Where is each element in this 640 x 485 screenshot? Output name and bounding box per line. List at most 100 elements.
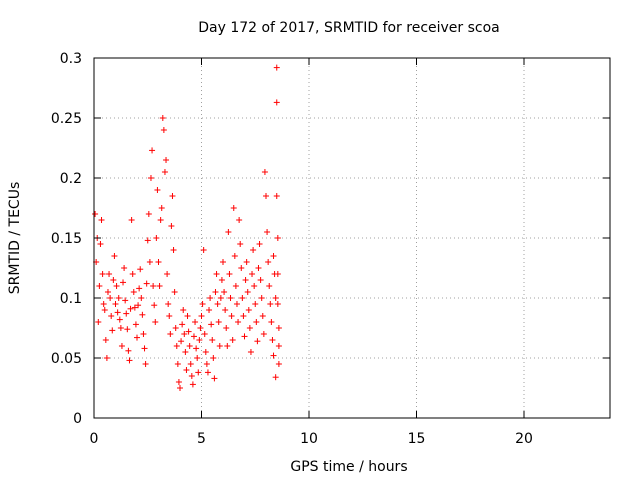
data-point: [273, 64, 280, 71]
data-point: [128, 217, 135, 223]
y-tick-label: 0.1: [60, 291, 82, 307]
data-point: [261, 169, 268, 175]
data-point: [210, 355, 217, 361]
data-point: [129, 271, 136, 277]
data-point: [245, 307, 252, 313]
data-point: [212, 289, 219, 295]
data-point: [139, 311, 146, 318]
data-point: [242, 277, 249, 283]
data-point: [267, 301, 274, 307]
x-tick-label: 5: [197, 431, 206, 447]
data-point: [225, 229, 232, 235]
data-point: [161, 169, 168, 175]
data-point: [252, 301, 259, 307]
data-point: [214, 301, 221, 307]
ticks: 0 5 10 15 20 0 0.05 0.1 0.15 0.2 0.25 0.3: [51, 51, 610, 447]
data-point: [274, 271, 281, 277]
data-point: [144, 237, 151, 244]
x-axis-label: GPS time / hours: [290, 459, 407, 475]
data-point: [204, 369, 211, 376]
data-point: [189, 381, 196, 388]
data-point: [155, 259, 162, 265]
data-point: [216, 343, 223, 349]
x-tick-label: 10: [300, 431, 318, 447]
data-point: [138, 295, 145, 301]
data-point: [120, 279, 127, 286]
data-point: [135, 302, 142, 309]
data-point: [122, 297, 129, 304]
axes: [93, 57, 611, 419]
data-point: [208, 321, 215, 328]
data-point: [213, 271, 220, 277]
y-tick-label: 0.05: [51, 351, 82, 367]
data-point: [123, 310, 130, 317]
data-point: [197, 325, 204, 331]
data-point: [145, 211, 152, 217]
data-point: [239, 295, 246, 301]
x-tick-label: 20: [515, 431, 533, 447]
data-point: [235, 319, 242, 325]
grid-lines: [94, 58, 610, 418]
data-point: [209, 337, 216, 343]
data-point: [260, 331, 267, 337]
data-point: [273, 99, 280, 106]
data-point: [182, 349, 189, 355]
data-points: [92, 64, 282, 391]
data-point: [229, 337, 236, 343]
data-point: [247, 349, 254, 355]
data-point: [188, 373, 195, 379]
data-point: [113, 283, 120, 289]
data-point: [110, 277, 117, 283]
data-point: [181, 331, 188, 337]
data-point: [154, 187, 161, 193]
data-point: [227, 295, 234, 301]
data-point: [199, 301, 206, 307]
data-point: [274, 235, 281, 241]
data-point: [166, 313, 173, 319]
data-point: [156, 283, 163, 289]
data-point: [124, 326, 131, 333]
data-point: [151, 302, 158, 309]
data-point: [215, 319, 222, 325]
data-point: [190, 333, 197, 340]
data-point: [230, 205, 237, 211]
data-point: [269, 337, 276, 343]
data-point: [238, 265, 245, 271]
data-point: [226, 271, 233, 277]
data-point: [236, 217, 243, 223]
data-point: [237, 241, 244, 247]
data-point: [206, 307, 213, 313]
data-point: [109, 327, 116, 334]
data-point: [270, 352, 277, 359]
data-point: [149, 147, 156, 154]
data-point: [180, 307, 187, 313]
data-point: [270, 253, 277, 259]
data-point: [220, 259, 226, 265]
data-point: [101, 307, 108, 313]
data-point: [174, 361, 181, 367]
data-point: [201, 331, 208, 337]
data-point: [177, 385, 183, 391]
data-point: [100, 301, 107, 307]
data-point: [183, 367, 190, 373]
data-point: [103, 355, 110, 361]
data-point: [266, 283, 273, 289]
data-point: [232, 283, 239, 289]
plot-border: [93, 57, 611, 419]
data-point: [196, 337, 203, 343]
data-point: [98, 217, 105, 223]
data-point: [173, 343, 180, 349]
data-point: [99, 271, 106, 277]
data-point: [257, 277, 264, 283]
data-point: [187, 361, 194, 367]
data-point: [272, 374, 279, 381]
data-point: [202, 349, 209, 355]
data-point: [92, 211, 99, 217]
data-point: [137, 266, 144, 273]
data-point: [258, 295, 265, 301]
data-point: [264, 229, 271, 235]
data-point: [192, 319, 199, 325]
chart-title: Day 172 of 2017, SRMTID for receiver sco…: [198, 20, 500, 36]
data-point: [195, 369, 202, 376]
